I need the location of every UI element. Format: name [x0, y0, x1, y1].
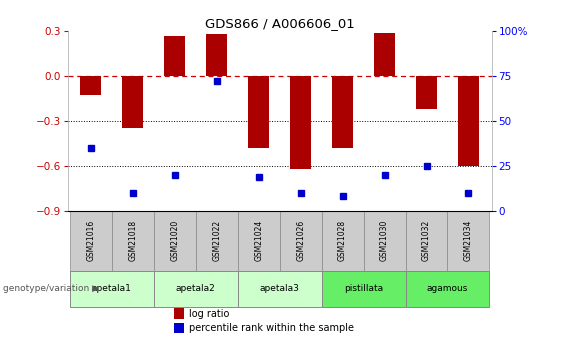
Text: GSM21030: GSM21030 [380, 220, 389, 262]
Text: apetala1: apetala1 [92, 284, 132, 293]
Text: GSM21034: GSM21034 [464, 220, 473, 262]
Bar [70, 211, 112, 271]
Text: log ratio: log ratio [189, 309, 229, 319]
Text: GSM21016: GSM21016 [86, 220, 95, 262]
Text: apetala2: apetala2 [176, 284, 216, 293]
Text: GSM21032: GSM21032 [422, 220, 431, 262]
Text: agamous: agamous [427, 284, 468, 293]
Bar [458, 76, 479, 166]
Text: GSM21022: GSM21022 [212, 220, 221, 261]
Bar [123, 76, 144, 128]
Title: GDS866 / A006606_01: GDS866 / A006606_01 [205, 17, 355, 30]
Bar [80, 76, 101, 96]
Bar [280, 211, 321, 271]
Bar [112, 211, 154, 271]
Text: GSM21020: GSM21020 [170, 220, 179, 262]
Bar [364, 211, 406, 271]
Bar [195, 211, 238, 271]
Bar [406, 271, 489, 307]
Bar [447, 211, 489, 271]
Text: genotype/variation ▶: genotype/variation ▶ [3, 284, 99, 293]
Bar [238, 271, 321, 307]
Text: GSM21028: GSM21028 [338, 220, 347, 261]
Bar [164, 36, 185, 76]
Bar [416, 76, 437, 109]
Bar [174, 324, 184, 333]
Text: apetala3: apetala3 [260, 284, 299, 293]
Bar [374, 32, 395, 76]
Text: GSM21024: GSM21024 [254, 220, 263, 262]
Bar [154, 211, 195, 271]
Text: GSM21026: GSM21026 [296, 220, 305, 262]
Text: percentile rank within the sample: percentile rank within the sample [189, 324, 354, 334]
Bar [238, 211, 280, 271]
Bar [206, 34, 227, 76]
Text: pistillata: pistillata [344, 284, 383, 293]
Bar [174, 308, 184, 319]
Text: GSM21018: GSM21018 [128, 220, 137, 261]
Bar [290, 76, 311, 169]
Bar [70, 271, 154, 307]
Bar [321, 271, 406, 307]
Bar [406, 211, 447, 271]
Bar [321, 211, 364, 271]
Bar [248, 76, 269, 148]
Bar [154, 271, 238, 307]
Bar [332, 76, 353, 148]
